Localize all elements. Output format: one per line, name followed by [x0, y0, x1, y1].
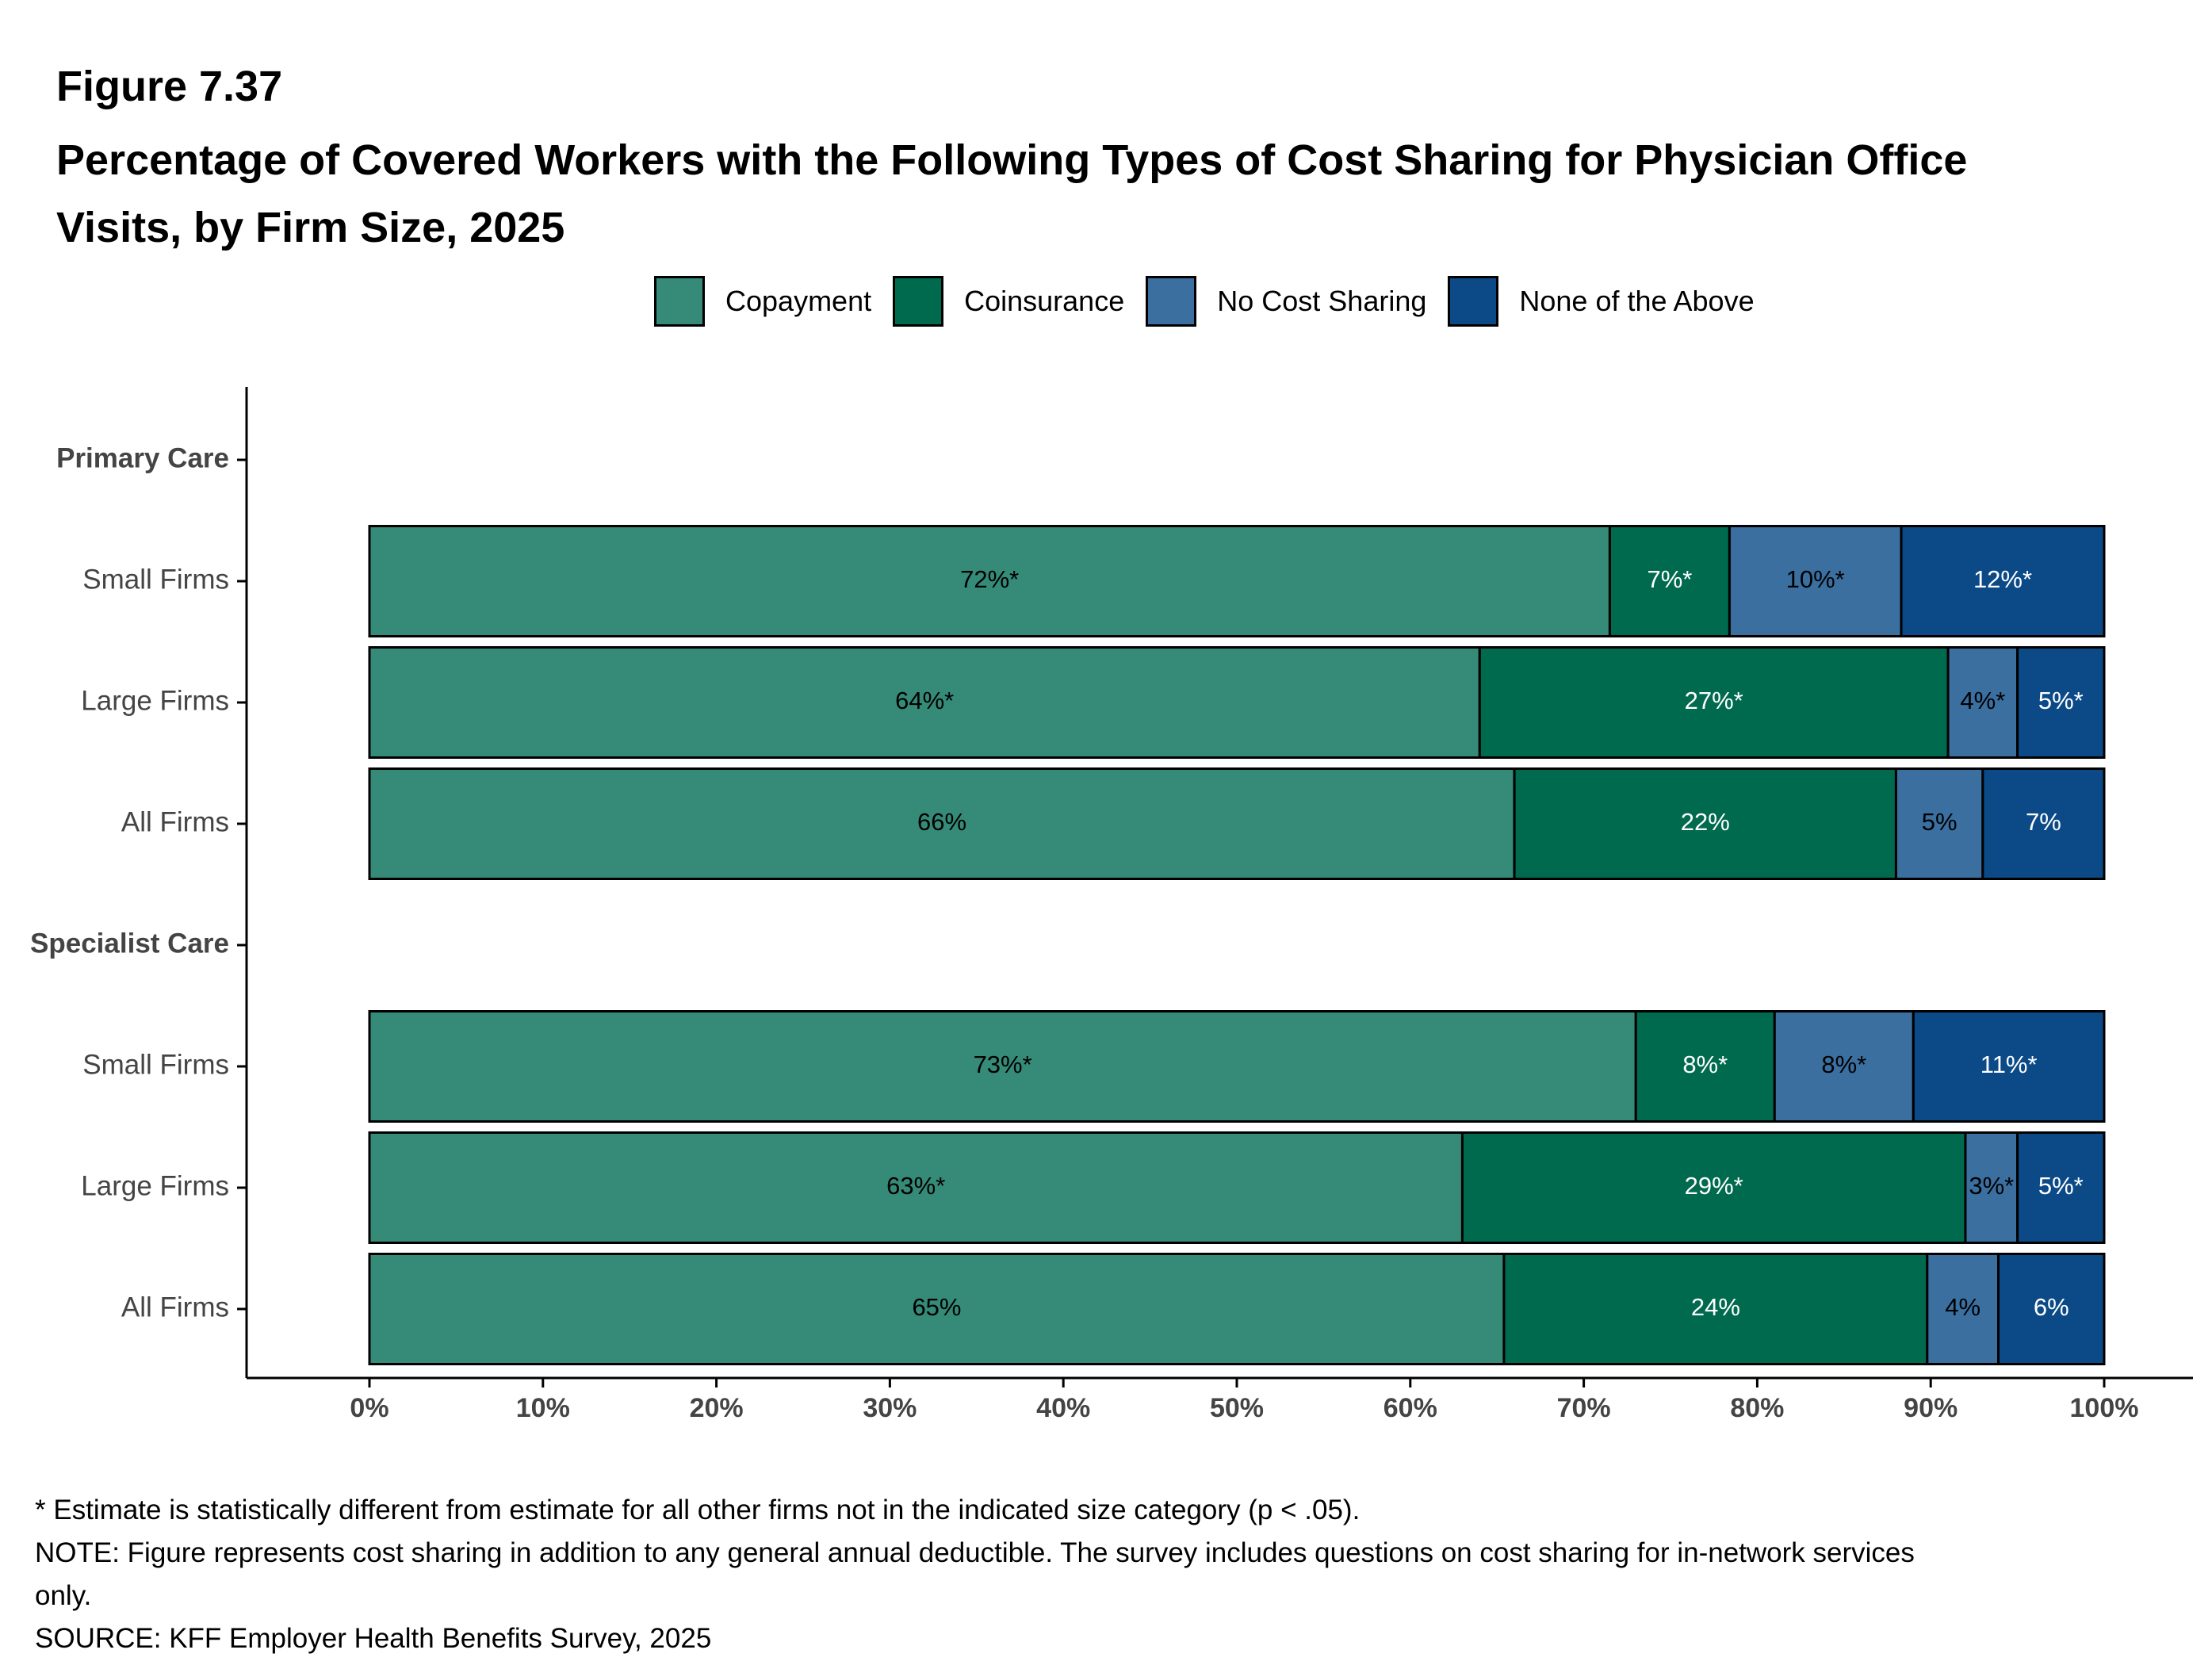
bar-segment — [2016, 1131, 2106, 1244]
value-label: 73%* — [974, 1051, 1032, 1078]
y-tick-label: Large Firms — [81, 685, 229, 716]
y-tick-label: All Firms — [121, 1292, 229, 1322]
legend-label: None of the Above — [1519, 285, 1755, 317]
y-tick-label: Small Firms — [82, 564, 229, 595]
x-tick-label: 40% — [1036, 1393, 1090, 1423]
legend-item: Copayment — [654, 276, 871, 327]
value-label: 12%* — [1973, 565, 2032, 593]
legend-item: None of the Above — [1448, 276, 1755, 327]
y-tick-label: Small Firms — [82, 1049, 229, 1080]
figure-label: Figure 7.37 — [56, 63, 283, 110]
value-label: 22% — [1681, 808, 1730, 836]
x-tick-label: 0% — [350, 1393, 388, 1423]
legend-swatch — [1146, 276, 1197, 327]
note: SOURCE: KFF Employer Health Benefits Sur… — [35, 1623, 712, 1654]
bar-segment — [1634, 1010, 1776, 1123]
x-tick-label: 70% — [1557, 1393, 1611, 1423]
value-label: 11%* — [1980, 1051, 2038, 1078]
x-tick-label: 80% — [1730, 1393, 1784, 1423]
value-label: 64%* — [895, 687, 954, 714]
x-tick-label: 90% — [1904, 1393, 1958, 1423]
notes: * Estimate is statistically different fr… — [35, 1489, 1977, 1660]
legend-label: Coinsurance — [964, 285, 1125, 317]
bar-segment — [1964, 1131, 2019, 1244]
value-label: 66% — [917, 808, 966, 836]
value-label: 10%* — [1786, 565, 1845, 593]
value-label: 7%* — [1647, 565, 1692, 593]
value-label: 4% — [1945, 1293, 1980, 1321]
x-tick-label: 30% — [863, 1393, 917, 1423]
bar-segment — [1900, 525, 2106, 637]
bar-segment — [1912, 1010, 2106, 1123]
bar-segment — [1502, 1253, 1929, 1365]
legend-swatch — [654, 276, 705, 327]
bar-segment — [368, 1131, 1464, 1244]
chart-title: Percentage of Covered Workers with the F… — [56, 136, 1968, 251]
group-label: Primary Care — [56, 442, 229, 473]
bar-segment — [368, 1010, 1637, 1123]
bar-segment — [368, 646, 1481, 759]
legend-item: No Cost Sharing — [1146, 276, 1426, 327]
y-tick-label: Large Firms — [81, 1170, 229, 1201]
bar-segment — [1478, 646, 1950, 759]
value-label: 5%* — [2038, 687, 2084, 714]
value-label: 4%* — [1960, 687, 2005, 714]
bar-segment — [2016, 646, 2106, 759]
note: * Estimate is statistically different fr… — [35, 1495, 1360, 1525]
value-label: 29%* — [1685, 1172, 1743, 1200]
bar-segment — [1981, 767, 2106, 880]
bar-segment — [1773, 1010, 1915, 1123]
value-label: 7% — [2026, 808, 2061, 836]
legend-swatch — [1448, 276, 1499, 327]
value-label: 24% — [1691, 1293, 1740, 1321]
note: NOTE: Figure represents cost sharing in … — [35, 1537, 1915, 1611]
legend-label: No Cost Sharing — [1217, 285, 1427, 317]
bar-segment — [1608, 525, 1731, 637]
value-label: 65% — [912, 1293, 961, 1321]
bar-segment — [1460, 1131, 1967, 1244]
value-label: 5%* — [2038, 1172, 2084, 1200]
bar-segment — [1728, 525, 1903, 637]
chart: 0% 10% 20% 30% 40% 50% 60% 70% 80% 90% 100% Primary… — [30, 387, 2193, 1423]
bar-segment — [368, 525, 1611, 637]
value-label: 8%* — [1821, 1051, 1866, 1078]
group-label: Specialist Care — [30, 928, 229, 959]
value-label: 3%* — [1969, 1172, 2014, 1200]
value-label: 27%* — [1685, 687, 1743, 714]
legend-swatch — [893, 276, 944, 327]
value-label: 72%* — [960, 565, 1019, 593]
x-tick-label: 100% — [2070, 1393, 2139, 1423]
x-tick-label: 10% — [516, 1393, 570, 1423]
legend: Copayment Coinsurance No Cost Sharing None … — [654, 276, 1776, 327]
x-tick-label: 60% — [1383, 1393, 1437, 1423]
x-tick-label: 50% — [1210, 1393, 1264, 1423]
bar-segment — [1997, 1253, 2106, 1365]
x-tick-label: 20% — [690, 1393, 744, 1423]
bar-segment — [1894, 767, 1984, 880]
legend-item: Coinsurance — [893, 276, 1124, 327]
value-label: 63%* — [886, 1172, 945, 1200]
bar-segment — [1513, 767, 1897, 880]
y-tick-label: All Firms — [121, 806, 229, 837]
value-label: 6% — [2034, 1293, 2069, 1321]
value-label: 8%* — [1682, 1051, 1728, 1078]
bar-segment — [1946, 646, 2019, 759]
value-label: 5% — [1922, 808, 1958, 836]
legend-label: Copayment — [725, 285, 872, 317]
